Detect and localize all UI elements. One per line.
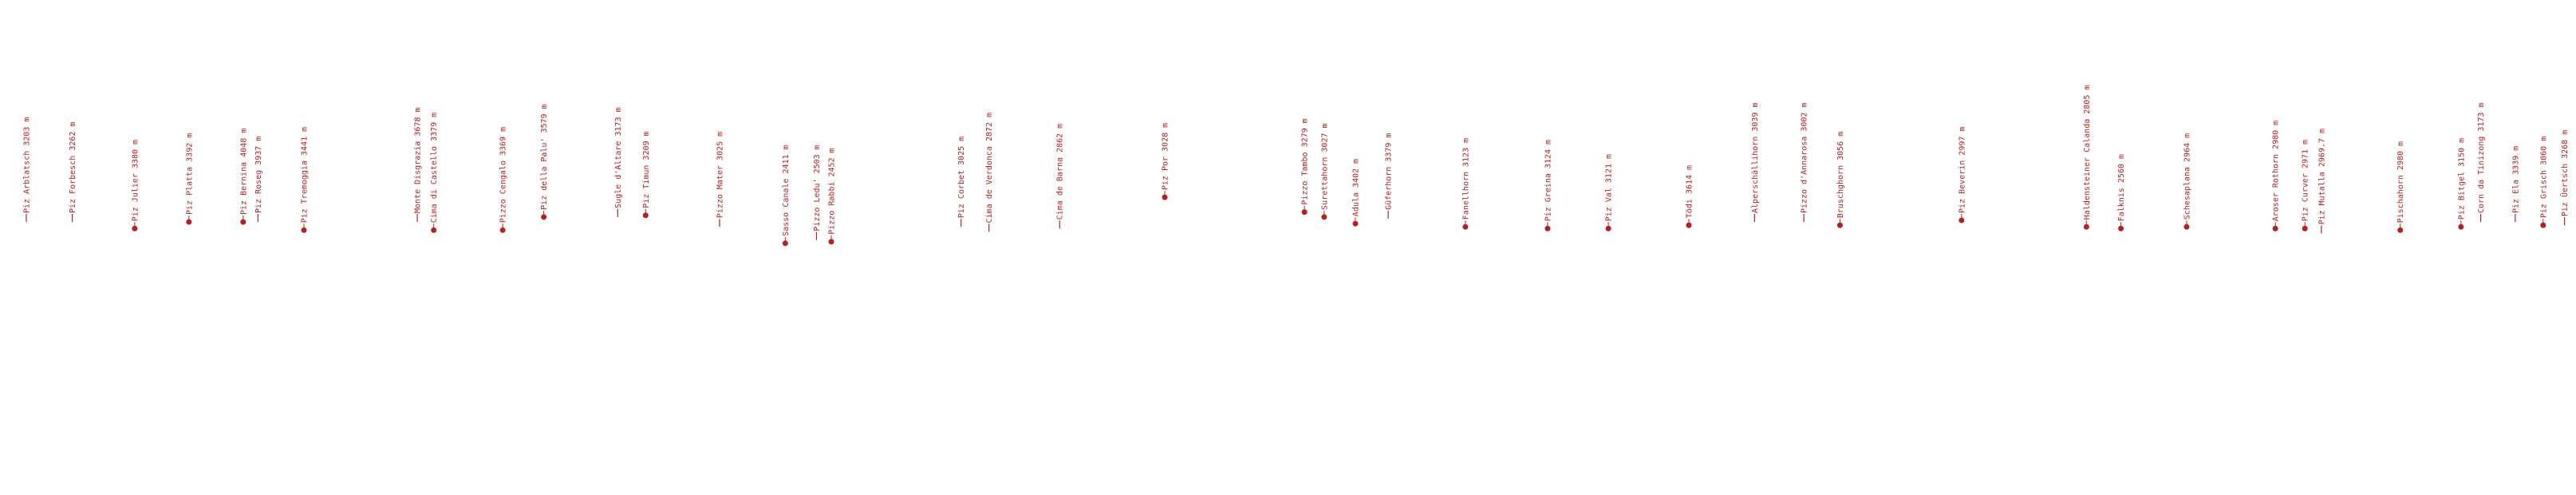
peak-label: Piz Julier 3380 m: [131, 140, 140, 221]
peak-label: Cima di Castello 3379 m: [430, 113, 439, 223]
peak-label: Piz Val 3121 m: [1605, 154, 1614, 221]
peak-label: Piz Beverin 2997 m: [1958, 127, 1967, 213]
peak-label: Pizzo d'Annarosa 3002 m: [1801, 103, 1809, 213]
peak-label: Alperschällihorn 3039 m: [1751, 103, 1760, 213]
peak-label: Haldensteiner Calanda 2805 m: [2083, 85, 2092, 220]
peak-label: Sasso Canale 2411 m: [782, 145, 791, 236]
peak-label: Piz Roseg 3937 m: [254, 137, 263, 213]
peak-label: Adula 3402 m: [1351, 159, 1360, 216]
peak-label: Piz Bitgel 3150 m: [2457, 138, 2466, 220]
peak-label: Piz Forbesch 3262 m: [69, 122, 77, 213]
peak-label: Piz Ela 3339 m: [2511, 146, 2520, 213]
peak-label: Güferhorn 3379 m: [1385, 133, 1394, 210]
peak-label: Piz Corbet 3025 m: [957, 137, 966, 218]
peak-label: Pizzo Cengalo 3369 m: [499, 127, 508, 223]
peak-label: Piz Bernina 4048 m: [239, 129, 248, 215]
peak-label: Pizzo Rabbi 2452 m: [828, 148, 837, 234]
peak-label: Sugle d'Altare 3173 m: [614, 107, 623, 208]
peak-label: Piz Timun 3209 m: [642, 131, 651, 208]
peak-label: Monte Disgrazia 3678 m: [414, 108, 423, 213]
peak-label: Piz Grisch 3060 m: [2539, 137, 2548, 218]
peak-label: Piz Greina 3124 m: [1544, 140, 1552, 221]
peak-label: Aroser Rothorn 2980 m: [2272, 121, 2281, 221]
peak-label: Pizzo Ledu' 2503 m: [813, 145, 822, 231]
peak-label: Piz Curver 2971 m: [2302, 140, 2310, 221]
peak-label: Cima de Verdonca 2872 m: [985, 113, 994, 223]
peak-label: Pizzo Mater 3025 m: [716, 132, 724, 218]
peak-label: Schesaplana 2964 m: [2183, 133, 2191, 220]
peak-label: Bruschghorn 3056 m: [1836, 132, 1845, 218]
peak-label: Cima de Barna 2862 m: [1056, 124, 1065, 220]
peak-label: Piz Por 3028 m: [1162, 123, 1170, 190]
peak-label: Piz Arblatsch 3203 m: [22, 117, 31, 213]
peak-label: Piz Tremoggia 3441 m: [300, 127, 309, 223]
peak-label: Corn da Tinizong 3173 m: [2477, 103, 2486, 213]
peak-label: Piz Üertsch 3268 m: [2559, 130, 2570, 216]
peak-label: Piz della Palu' 3579 m: [540, 104, 549, 209]
peak-label: Pischahorn 2980 m: [2397, 141, 2405, 223]
peak-label: Pizzo Tambo 3279 m: [1301, 118, 1310, 204]
peak-label: Falknis 2560 m: [2117, 154, 2126, 221]
peak-label: Surettahorn 3027 m: [1320, 123, 1329, 209]
peak-label: Fanellhorn 3123 m: [1462, 138, 1470, 220]
peak-label: Piz Platta 3392 m: [185, 133, 194, 215]
peak-label: Tödi 3614 m: [1685, 165, 1694, 218]
peak-label: Piz Mutalla 2969.7 m: [2318, 129, 2326, 224]
